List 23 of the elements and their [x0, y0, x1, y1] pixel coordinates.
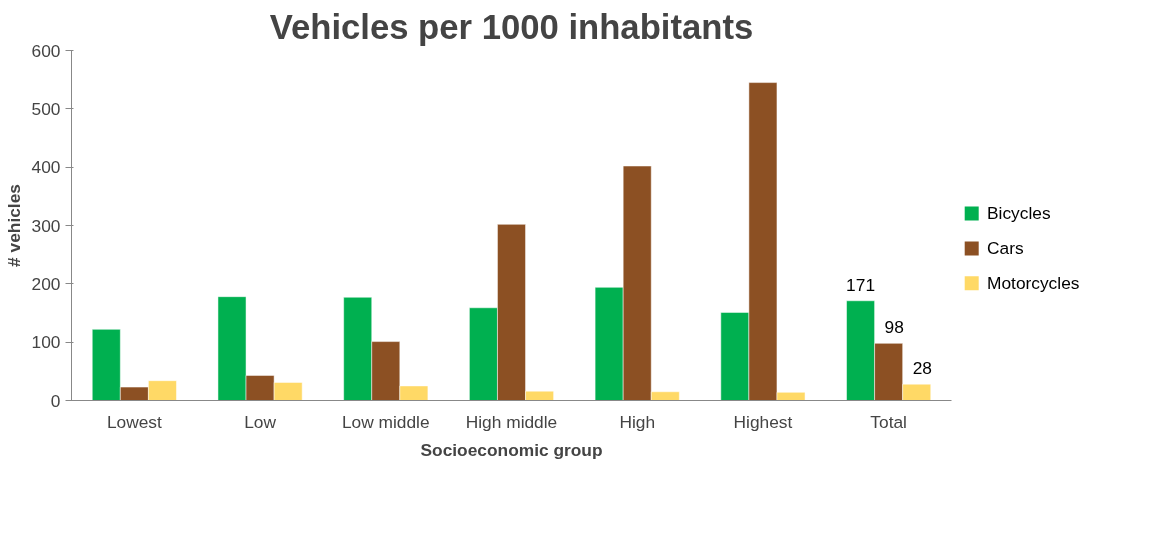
y-tick-label: 600	[31, 40, 61, 61]
x-tick-label: Lowest	[106, 411, 162, 432]
x-tick-label: High middle	[465, 411, 558, 432]
data-label: 98	[884, 317, 904, 338]
y-tick-label: 100	[31, 332, 61, 353]
y-tick-label: 200	[31, 273, 61, 294]
x-tick-label: Low	[244, 411, 277, 432]
legend-label: Cars	[987, 238, 1024, 259]
y-axis-title: # vehicles	[3, 184, 24, 267]
x-tick-label: Total	[870, 411, 907, 432]
y-tick-label: 500	[31, 98, 61, 119]
x-tick-label: Low middle	[341, 411, 430, 432]
chart-title: Vehicles per 1000 inhabitants	[269, 7, 754, 46]
legend-label: Motorcycles	[987, 273, 1080, 294]
legend-label: Bicycles	[987, 203, 1051, 224]
x-axis-title: Socioeconomic group	[420, 439, 603, 460]
y-tick-label: 400	[31, 157, 61, 178]
y-tick-label: 0	[50, 390, 61, 411]
y-tick-label: 300	[31, 215, 61, 236]
data-label: 171	[846, 274, 876, 295]
x-tick-label: Highest	[733, 411, 793, 432]
x-tick-label: High	[619, 411, 656, 432]
data-label: 28	[912, 358, 932, 379]
